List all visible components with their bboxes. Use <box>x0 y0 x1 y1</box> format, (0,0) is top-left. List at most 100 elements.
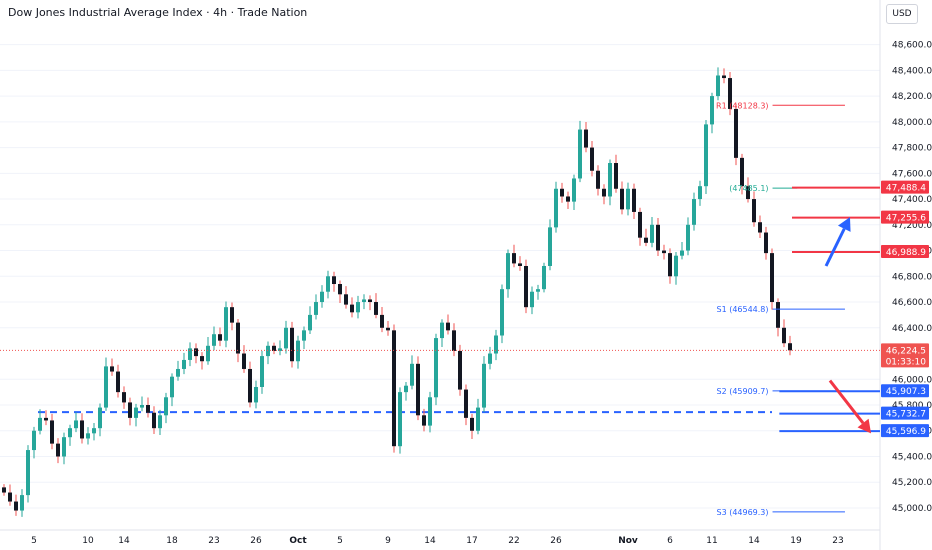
candle-body <box>548 227 552 266</box>
pivot-label-r1: R1 (48128.3) <box>716 101 769 110</box>
candle-body <box>80 420 84 439</box>
pivot-label-s2: S2 (45909.7) <box>716 387 768 396</box>
candle-body <box>260 356 264 387</box>
candle-body <box>32 430 36 451</box>
candle-body <box>506 253 510 290</box>
x-tick-label: Nov <box>618 536 638 546</box>
candle-body <box>602 188 606 197</box>
candle-body <box>110 366 114 372</box>
candle-body <box>734 108 738 158</box>
x-tick-label: 14 <box>748 536 760 546</box>
candle-body <box>488 353 492 364</box>
candle-body <box>416 363 420 416</box>
candle-body <box>668 253 672 277</box>
x-tick-label: 17 <box>466 536 477 546</box>
x-tick-label: 23 <box>832 536 843 546</box>
candle-body <box>170 376 174 398</box>
candle-body <box>782 327 786 344</box>
candle-body <box>128 402 132 418</box>
candle-body <box>230 307 234 323</box>
pivot-label-s3: S3 (44969.3) <box>716 508 768 517</box>
candle-body <box>26 450 30 496</box>
candle-body <box>740 157 744 187</box>
candle-body <box>614 163 618 189</box>
candle-body <box>116 371 120 393</box>
candle-body <box>386 327 390 331</box>
candle-body <box>662 250 666 254</box>
candle-body <box>638 211 642 238</box>
candle-body <box>278 348 282 351</box>
candle-body <box>560 188 564 197</box>
candle-body <box>254 386 258 403</box>
resistance-tag: 47,255.6 <box>886 214 926 224</box>
candle-body <box>398 392 402 447</box>
candle-body <box>44 417 48 421</box>
currency-button[interactable]: USD <box>886 4 918 24</box>
candle-body <box>530 291 534 308</box>
support-tag-bg <box>881 424 929 438</box>
candle-body <box>350 304 354 313</box>
candle-body <box>182 359 186 369</box>
arrow-up-icon <box>837 217 851 232</box>
y-tick-label: 48,600.0 <box>892 41 932 51</box>
candle-body <box>50 420 54 444</box>
candle-body <box>356 302 360 313</box>
candle-body <box>164 397 168 416</box>
candle-body <box>200 356 204 362</box>
candle-body <box>206 345 210 362</box>
candle-body <box>452 330 456 351</box>
y-tick-label: 46,800.0 <box>892 272 932 282</box>
candle-body <box>464 389 468 418</box>
candle-body <box>422 415 426 426</box>
candle-body <box>518 263 522 266</box>
candle-body <box>20 495 24 511</box>
candle-body <box>710 96 714 125</box>
candle-body <box>722 75 726 79</box>
candle-body <box>266 345 270 357</box>
x-tick-label: 26 <box>550 536 562 546</box>
candle-body <box>608 163 612 197</box>
candle-body <box>296 340 300 362</box>
candle-body <box>482 363 486 408</box>
candle-body <box>596 170 600 189</box>
candle-body <box>620 188 624 210</box>
y-tick-label: 47,400.0 <box>892 195 932 205</box>
y-tick-label: 47,800.0 <box>892 144 932 154</box>
candle-body <box>242 353 246 369</box>
bar-countdown: 01:33:10 <box>886 357 927 367</box>
x-tick-label: 23 <box>208 536 219 546</box>
y-tick-label: 45,000.0 <box>892 504 932 514</box>
candle-body <box>512 253 516 264</box>
y-tick-label: 48,200.0 <box>892 92 932 102</box>
y-tick-label: 45,200.0 <box>892 478 932 488</box>
candle-body <box>788 343 792 351</box>
x-tick-label: 22 <box>508 536 519 546</box>
pivot-label-p: (47485.1) <box>729 184 768 193</box>
candle-body <box>572 178 576 202</box>
candle-body <box>716 75 720 97</box>
candle-body <box>410 363 414 386</box>
arrow-down-icon <box>857 418 872 434</box>
support-tag-bg <box>881 384 929 398</box>
y-tick-label: 45,400.0 <box>892 452 932 462</box>
candle-body <box>758 222 762 233</box>
candle-body <box>236 322 240 354</box>
arrow-up-shaft <box>824 228 846 267</box>
candle-body <box>446 322 450 331</box>
y-tick-label: 45,800.0 <box>892 401 932 411</box>
candle-body <box>248 368 252 403</box>
y-tick-label: 46,600.0 <box>892 298 932 308</box>
candle-body <box>122 392 126 403</box>
candle-body <box>104 366 108 408</box>
candle-body <box>524 265 528 308</box>
candle-body <box>698 186 702 200</box>
candle-body <box>428 397 432 426</box>
x-tick-label: 26 <box>250 536 262 546</box>
y-tick-label: 48,000.0 <box>892 118 932 128</box>
x-tick-label: 9 <box>385 536 391 546</box>
candle-body <box>578 129 582 179</box>
candle-body <box>752 199 756 223</box>
candle-body <box>686 224 690 251</box>
